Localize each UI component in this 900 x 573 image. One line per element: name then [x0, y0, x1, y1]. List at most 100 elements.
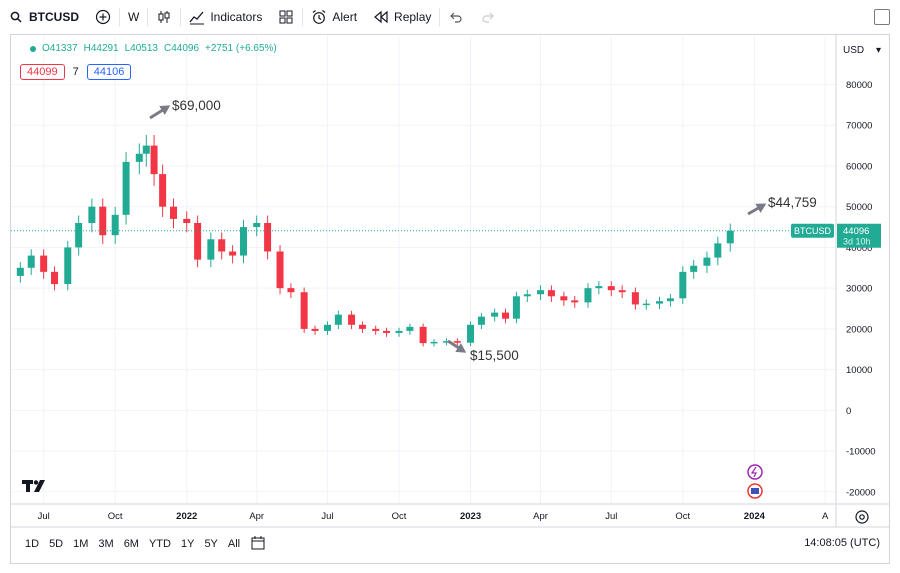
candle-body	[679, 271, 687, 299]
chart-type-button[interactable]	[148, 0, 180, 33]
candle-body	[690, 265, 698, 272]
redo-icon	[480, 9, 496, 25]
time-tick-label: 2023	[460, 511, 481, 522]
annotations: $69,000 $15,500 $44,759	[149, 98, 817, 499]
compare-symbol-button[interactable]	[87, 0, 119, 33]
range-button-ytd[interactable]: YTD	[148, 538, 171, 550]
top-toolbar: BTCUSD W Indicators Alert Replay	[0, 0, 900, 33]
legend-high: H44291	[83, 43, 119, 54]
fullscreen-icon[interactable]	[874, 9, 890, 25]
time-tick-label: A	[822, 511, 829, 522]
candle-body	[287, 288, 295, 293]
indicators-button[interactable]: Indicators	[181, 0, 270, 33]
last-price-box	[837, 223, 881, 248]
toolbar-divider	[147, 7, 149, 26]
candle-body	[348, 314, 356, 325]
legend-low: L40513	[124, 43, 158, 54]
candle-body	[159, 174, 167, 207]
candle-body	[703, 257, 711, 266]
candle-body	[383, 330, 391, 333]
chart-grid	[11, 36, 836, 504]
range-button-5y[interactable]: 5Y	[204, 538, 218, 550]
toolbar-divider	[180, 7, 182, 26]
candle-body	[631, 292, 639, 305]
alert-label: Alert	[332, 9, 358, 24]
candle-body	[560, 296, 568, 301]
event-lightning-icon[interactable]	[747, 464, 763, 480]
price-axis: 80000 70000 60000 50000 40000 30000 20000 10000…	[835, 34, 876, 527]
sell-price-tag[interactable]: 44099	[20, 64, 65, 80]
candle-body	[183, 218, 191, 223]
currency-selector[interactable]: USD ▾	[839, 42, 885, 58]
time-tick-label: Oct	[675, 511, 690, 522]
time-tick-label: Apr	[249, 511, 264, 522]
candle-body	[618, 290, 626, 293]
price-tick-label: -20000	[846, 487, 876, 498]
time-tick-label: Oct	[392, 511, 407, 522]
time-tick-label: Apr	[533, 511, 548, 522]
buy-price-tag[interactable]: 44106	[86, 64, 132, 80]
candles-icon	[156, 9, 172, 25]
range-button-3m[interactable]: 3M	[98, 538, 114, 550]
alert-button[interactable]: Alert	[303, 0, 365, 33]
candle-body	[406, 326, 414, 331]
range-button-6m[interactable]: 6M	[123, 538, 139, 550]
annotation-label: $44,759	[768, 195, 817, 210]
time-tick-label: 2022	[176, 511, 197, 522]
time-tick-label: Oct	[108, 511, 123, 522]
toolbar-divider	[119, 7, 120, 26]
grid-icon	[278, 9, 294, 25]
candle-body	[358, 324, 366, 329]
annotation-label: $69,000	[172, 98, 221, 113]
range-button-1d[interactable]: 1D	[25, 538, 40, 550]
date-range-button[interactable]	[245, 535, 271, 553]
undo-button[interactable]	[440, 0, 472, 33]
candle-body	[334, 314, 342, 325]
candle-body	[372, 328, 380, 331]
last-price-value: 44096	[843, 226, 869, 237]
candles	[16, 135, 734, 347]
candle-body	[430, 341, 438, 344]
candle-body	[467, 324, 475, 343]
us-flag-shape	[751, 488, 759, 494]
gear-icon[interactable]	[853, 508, 871, 526]
plus-circle-icon	[95, 9, 111, 25]
bid-ask-tags: 44099 7 44106	[20, 64, 132, 80]
range-button-1y[interactable]: 1Y	[180, 538, 195, 550]
arrow-head-icon	[455, 343, 467, 353]
utc-clock[interactable]: 14:08:05 (UTC)	[804, 537, 880, 549]
replay-button[interactable]: Replay	[365, 0, 439, 33]
time-tick-label: Jul	[605, 511, 617, 522]
candle-body	[666, 298, 674, 302]
price-tick-label: 70000	[846, 121, 872, 132]
candle-body	[276, 251, 284, 289]
candle-body	[27, 255, 35, 268]
toolbar-divider	[302, 7, 304, 26]
interval-button[interactable]: W	[120, 0, 147, 33]
candle-body	[584, 288, 592, 303]
candle-body	[135, 153, 143, 162]
range-button-all[interactable]: All	[227, 538, 241, 550]
candle-body	[122, 161, 130, 215]
candle-body	[16, 267, 24, 276]
range-button-5d[interactable]: 5D	[49, 538, 64, 550]
candle-body	[395, 330, 403, 333]
candle-body	[239, 227, 247, 256]
templates-button[interactable]	[270, 0, 302, 33]
legend-change: +2751 (+6.65%)	[205, 43, 277, 54]
last-price-symbol-box	[791, 223, 834, 238]
ohlc-legend: O41337 H44291 L40513 C44096 +2751 (+6.65…	[30, 43, 277, 54]
time-axis: Jul Oct 2022 Apr Jul Oct 2023 Apr Jul Oct 2024 A	[11, 503, 889, 528]
candle-body	[442, 341, 450, 343]
status-dot-icon	[30, 45, 36, 52]
candle-body	[523, 294, 531, 297]
redo-button[interactable]	[472, 0, 504, 33]
candle-body	[642, 303, 650, 306]
candle-body	[253, 222, 261, 228]
range-button-1m[interactable]: 1M	[73, 538, 89, 550]
symbol-search-button[interactable]: BTCUSD	[0, 0, 87, 33]
time-tick-label: Jul	[38, 511, 50, 522]
candle-body	[714, 243, 722, 258]
candle-body	[655, 301, 663, 304]
